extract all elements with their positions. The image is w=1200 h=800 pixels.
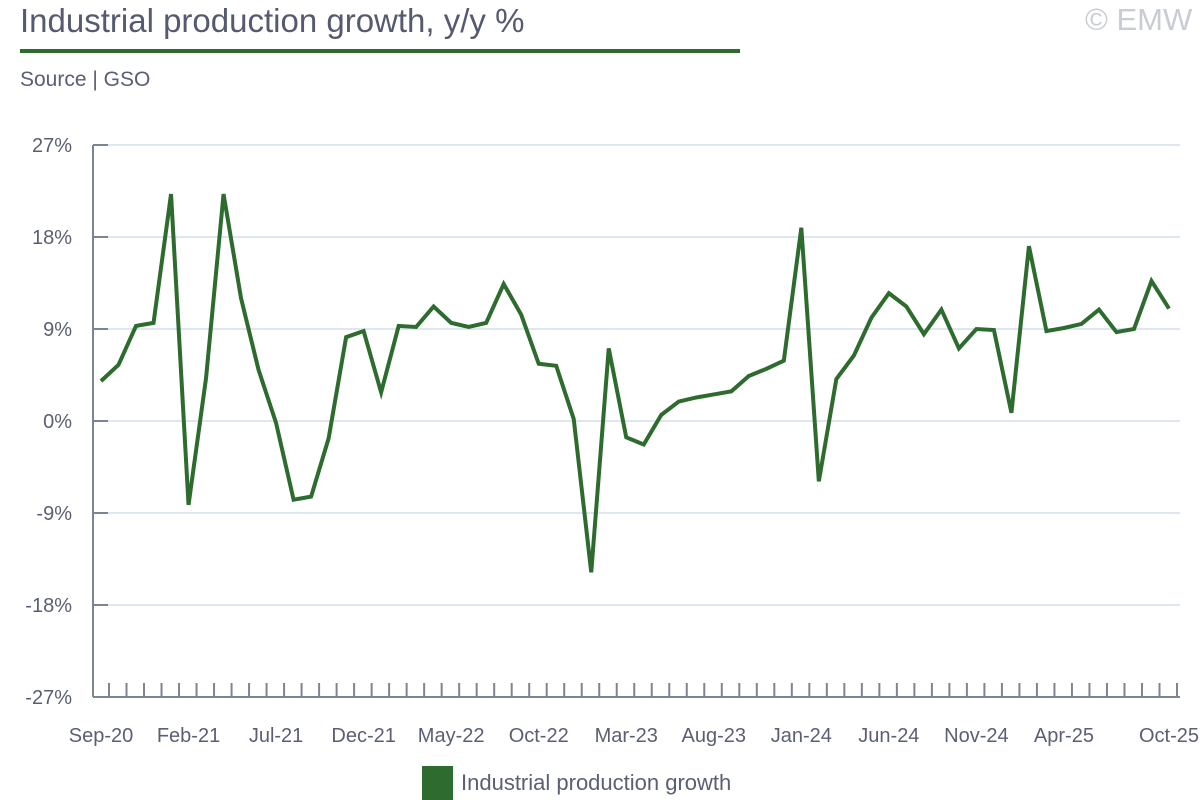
source-label: Source | GSO — [20, 68, 151, 91]
y-tick-label: 9% — [43, 319, 72, 341]
x-tick-label: Oct-25 — [1139, 725, 1199, 747]
x-tick-label: Sep-20 — [69, 725, 134, 747]
x-tick-label: Mar-23 — [595, 725, 658, 747]
x-tick-label: Oct-22 — [509, 725, 569, 747]
legend-swatch — [422, 766, 453, 800]
y-tick-label: 18% — [32, 227, 72, 249]
y-tick-label: -18% — [25, 595, 72, 617]
x-tick-label: Apr-25 — [1034, 725, 1094, 747]
y-tick-label: 0% — [43, 411, 72, 433]
y-tick-label: -27% — [25, 687, 72, 709]
brand-watermark: © EMW — [1085, 2, 1193, 37]
x-tick-label: Dec-21 — [331, 725, 395, 747]
x-tick-label: Feb-21 — [157, 725, 220, 747]
legend-label: Industrial production growth — [461, 770, 732, 795]
series-line — [99, 193, 1171, 573]
x-tick-label: Jun-24 — [858, 725, 919, 747]
legend: Industrial production growth — [422, 766, 731, 800]
x-tick-label: Jul-21 — [249, 725, 303, 747]
x-tick-label: Aug-23 — [682, 725, 747, 747]
chart-title: Industrial production growth, y/y % — [20, 2, 525, 39]
y-tick-label: -9% — [36, 503, 72, 525]
x-tick-label: May-22 — [418, 725, 485, 747]
title-underline — [20, 49, 740, 53]
x-tick-label: Nov-24 — [944, 725, 1008, 747]
x-tick-label: Jan-24 — [771, 725, 832, 747]
y-tick-label: 27% — [32, 135, 72, 157]
